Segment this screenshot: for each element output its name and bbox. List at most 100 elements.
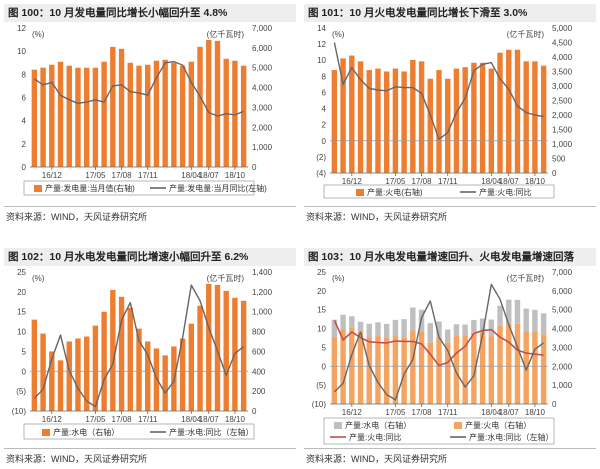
right-tick-label: 3,000 bbox=[252, 103, 273, 112]
bar bbox=[153, 60, 160, 168]
bar bbox=[179, 65, 186, 167]
legend-swatch bbox=[356, 189, 364, 196]
bar bbox=[223, 58, 229, 167]
stacked-bar bbox=[532, 331, 538, 404]
x-tick-label: 16/12 bbox=[42, 171, 63, 180]
right-tick-label: 4,000 bbox=[552, 53, 573, 62]
bar bbox=[445, 78, 451, 173]
right-tick-label: 200 bbox=[252, 387, 266, 396]
bar bbox=[401, 71, 407, 173]
legend-box bbox=[323, 417, 555, 445]
right-tick-label: 0 bbox=[252, 407, 257, 416]
left-tick-label: 2 bbox=[322, 121, 327, 130]
right-tick-label: 1,400 bbox=[252, 268, 273, 277]
stacked-bar bbox=[357, 321, 364, 332]
x-tick-label: 17/11 bbox=[438, 408, 458, 417]
x-tick-label: 16/12 bbox=[42, 415, 63, 424]
x-tick-label: 18/10 bbox=[525, 177, 546, 186]
figure-title: 图 101：10 月火电发电量同比增长下滑至 3.0% bbox=[304, 4, 596, 22]
x-tick-label: 17/08 bbox=[112, 171, 133, 180]
bar bbox=[118, 48, 125, 167]
bar bbox=[92, 67, 99, 167]
right-tick-label: 6,000 bbox=[552, 287, 573, 296]
bar bbox=[83, 67, 90, 167]
stacked-bar bbox=[375, 322, 381, 337]
bar bbox=[514, 49, 521, 173]
x-tick-label: 18/10 bbox=[225, 415, 246, 424]
x-tick-label: 18/10 bbox=[525, 408, 546, 417]
bar bbox=[197, 305, 203, 411]
stacked-bar bbox=[532, 309, 538, 332]
stacked-bar bbox=[471, 320, 477, 333]
right-axis-unit: (亿千瓦时) bbox=[507, 273, 545, 283]
legend-label: 产量:水电:同比（左轴） bbox=[169, 427, 253, 437]
series-line bbox=[333, 283, 545, 401]
stacked-bar bbox=[506, 323, 512, 404]
stacked-bar bbox=[427, 342, 433, 404]
bar bbox=[153, 348, 160, 411]
stacked-bar bbox=[392, 319, 399, 337]
x-tick-label: 18/04 bbox=[481, 177, 502, 186]
right-tick-label: 4,000 bbox=[552, 325, 573, 334]
divider bbox=[4, 448, 296, 449]
bar bbox=[366, 70, 372, 173]
left-axis-unit: (%) bbox=[32, 274, 45, 283]
right-tick-label: 4,500 bbox=[552, 39, 573, 48]
bar bbox=[392, 68, 399, 173]
x-tick-label: 18/07 bbox=[499, 177, 520, 186]
right-tick-label: 5,000 bbox=[552, 306, 573, 315]
right-tick-label: 400 bbox=[252, 367, 266, 376]
x-tick-label: 17/05 bbox=[385, 177, 406, 186]
bar bbox=[214, 40, 221, 167]
bar bbox=[49, 351, 55, 411]
stacked-bar bbox=[514, 299, 521, 324]
legend-label: 产量:火电:同比 bbox=[349, 432, 401, 442]
stacked-bar bbox=[410, 307, 416, 331]
x-tick-label: 17/05 bbox=[385, 408, 406, 417]
left-tick-label: 15 bbox=[317, 306, 326, 315]
bar bbox=[240, 300, 247, 411]
bar bbox=[471, 62, 477, 173]
stacked-bar bbox=[427, 323, 433, 343]
bar bbox=[188, 323, 195, 411]
bar bbox=[357, 61, 364, 173]
left-axis-unit: (%) bbox=[332, 30, 345, 39]
stacked-bar bbox=[523, 308, 529, 332]
x-tick-label: 17/08 bbox=[412, 177, 433, 186]
right-tick-label: 3,000 bbox=[552, 343, 573, 352]
left-tick-label: (5) bbox=[316, 381, 326, 390]
bar bbox=[127, 62, 133, 167]
left-tick-label: 0 bbox=[322, 362, 327, 371]
figure-title: 图 103：10 月水电发电量增速回升、火电发电量增速回落 bbox=[304, 248, 596, 266]
right-tick-label: 0 bbox=[552, 400, 557, 409]
x-tick-label: 18/04 bbox=[181, 171, 202, 180]
bar bbox=[427, 78, 433, 173]
bar bbox=[127, 307, 133, 411]
series-line bbox=[333, 42, 544, 140]
legend-label: 产量:火电(右轴) bbox=[367, 187, 423, 197]
left-tick-label: 5 bbox=[22, 347, 27, 356]
stacked-bar bbox=[357, 331, 364, 404]
left-tick-label: 6 bbox=[22, 94, 27, 103]
x-tick-label: 18/04 bbox=[181, 415, 202, 424]
left-tick-label: 4 bbox=[22, 117, 27, 126]
right-tick-label: 2,000 bbox=[552, 362, 573, 371]
stacked-bar bbox=[497, 305, 503, 326]
chart-panel-103: (%) (亿千瓦时) (10) (5) 0 5 10 15 20 25 0 1,000 2,000 3,0… bbox=[312, 268, 573, 445]
bar bbox=[75, 338, 81, 411]
left-tick-label: 0 bbox=[22, 163, 27, 172]
source-note: 资料来源：WIND，天风证券研究所 bbox=[306, 212, 447, 222]
bar bbox=[92, 325, 99, 411]
bar bbox=[488, 68, 495, 173]
x-tick-label: 16/12 bbox=[342, 408, 363, 417]
bar bbox=[453, 68, 460, 173]
series-line bbox=[34, 60, 244, 117]
x-tick-label: 18/04 bbox=[481, 408, 502, 417]
stacked-bar bbox=[436, 337, 442, 404]
right-tick-label: 600 bbox=[252, 347, 266, 356]
bar bbox=[145, 64, 151, 167]
stacked-bar bbox=[392, 336, 399, 404]
legend-label: 产量:火电:同比 bbox=[479, 187, 531, 197]
right-tick-label: 6,000 bbox=[252, 44, 273, 53]
stacked-bar bbox=[523, 331, 529, 404]
